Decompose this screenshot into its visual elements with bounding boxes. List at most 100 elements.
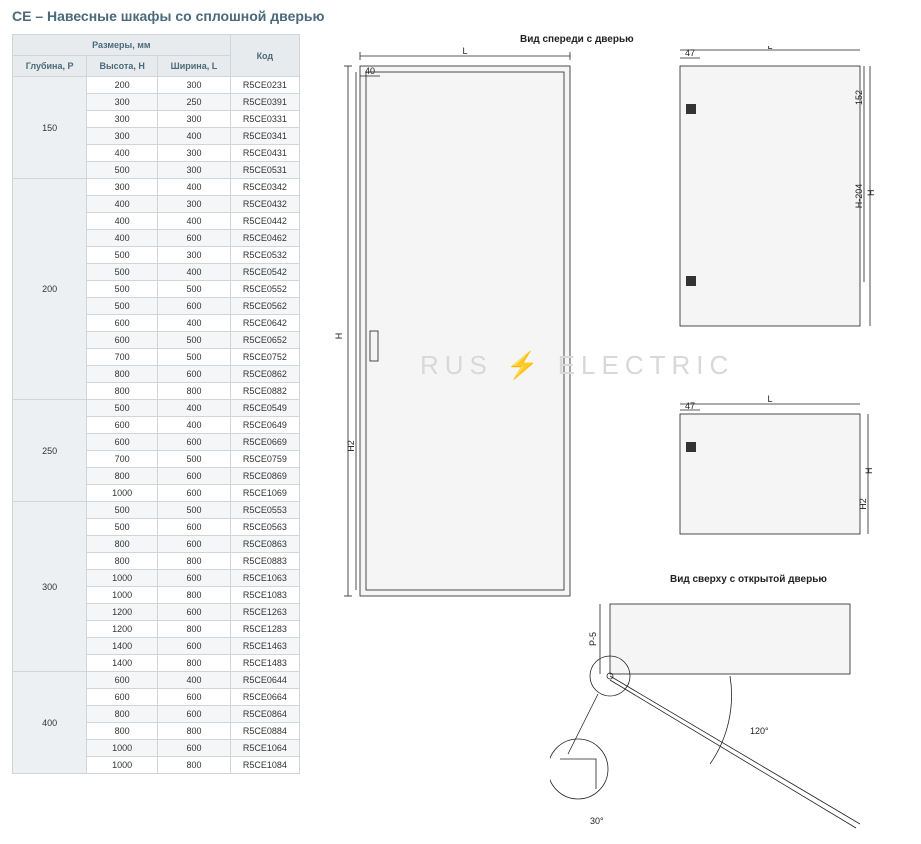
- cell-h: 500: [87, 298, 158, 315]
- cell-h: 800: [87, 536, 158, 553]
- svg-text:30°: 30°: [590, 816, 604, 826]
- cell-code: R5CE0542: [230, 264, 299, 281]
- cell-code: R5CE0442: [230, 213, 299, 230]
- table-row: 200300400R5CE0342: [13, 179, 300, 196]
- cell-code: R5CE0231: [230, 77, 299, 94]
- cell-h: 1200: [87, 604, 158, 621]
- cell-code: R5CE0642: [230, 315, 299, 332]
- svg-text:L: L: [767, 46, 772, 51]
- cell-h: 500: [87, 264, 158, 281]
- cell-l: 600: [158, 740, 231, 757]
- cell-code: R5CE0863: [230, 536, 299, 553]
- cell-h: 800: [87, 706, 158, 723]
- cell-code: R5CE0531: [230, 162, 299, 179]
- svg-text:120°: 120°: [750, 726, 769, 736]
- cell-h: 800: [87, 383, 158, 400]
- svg-text:L: L: [462, 46, 467, 56]
- cell-code: R5CE0884: [230, 723, 299, 740]
- depth-cell: 200: [13, 179, 87, 400]
- cell-l: 600: [158, 706, 231, 723]
- cell-l: 800: [158, 383, 231, 400]
- svg-text:H2: H2: [346, 440, 356, 452]
- depth-cell: 150: [13, 77, 87, 179]
- svg-text:L: L: [767, 394, 772, 404]
- cell-h: 800: [87, 366, 158, 383]
- cell-h: 1400: [87, 655, 158, 672]
- cell-l: 600: [158, 468, 231, 485]
- cell-l: 800: [158, 587, 231, 604]
- cell-h: 400: [87, 230, 158, 247]
- cell-code: R5CE1084: [230, 757, 299, 774]
- cell-l: 500: [158, 502, 231, 519]
- cell-code: R5CE0882: [230, 383, 299, 400]
- cell-l: 400: [158, 213, 231, 230]
- cell-l: 500: [158, 451, 231, 468]
- cell-l: 800: [158, 757, 231, 774]
- front-view-label: Вид спереди с дверью: [520, 34, 634, 45]
- cell-code: R5CE0462: [230, 230, 299, 247]
- cell-h: 500: [87, 281, 158, 298]
- cell-h: 600: [87, 417, 158, 434]
- cell-h: 700: [87, 451, 158, 468]
- cell-l: 500: [158, 349, 231, 366]
- depth-cell: 400: [13, 672, 87, 774]
- cell-l: 600: [158, 485, 231, 502]
- cell-l: 600: [158, 638, 231, 655]
- cell-l: 400: [158, 672, 231, 689]
- cell-code: R5CE1283: [230, 621, 299, 638]
- cell-code: R5CE0552: [230, 281, 299, 298]
- cell-h: 800: [87, 553, 158, 570]
- table-row: 400600400R5CE0644: [13, 672, 300, 689]
- page-title: CE – Навесные шкафы со сплошной дверью: [0, 0, 921, 34]
- table-row: 300500500R5CE0553: [13, 502, 300, 519]
- cell-code: R5CE0649: [230, 417, 299, 434]
- th-height: Высота, H: [87, 56, 158, 77]
- cell-l: 600: [158, 519, 231, 536]
- top-view-label: Вид сверху с открытой дверью: [670, 574, 827, 585]
- cell-h: 1000: [87, 757, 158, 774]
- cell-h: 300: [87, 179, 158, 196]
- cell-code: R5CE0549: [230, 400, 299, 417]
- cell-h: 1000: [87, 570, 158, 587]
- cell-code: R5CE1483: [230, 655, 299, 672]
- cell-code: R5CE1463: [230, 638, 299, 655]
- front-left-schematic: L 40 H H2: [320, 46, 600, 616]
- cell-l: 800: [158, 655, 231, 672]
- side-schematic: L 47 H H2: [640, 394, 880, 554]
- cell-l: 600: [158, 366, 231, 383]
- cell-h: 600: [87, 434, 158, 451]
- cell-code: R5CE1064: [230, 740, 299, 757]
- cell-l: 300: [158, 196, 231, 213]
- cell-code: R5CE1083: [230, 587, 299, 604]
- th-group: Размеры, мм: [13, 35, 231, 56]
- cell-h: 1000: [87, 587, 158, 604]
- svg-text:H-204: H-204: [854, 184, 864, 209]
- cell-l: 600: [158, 434, 231, 451]
- cell-h: 300: [87, 128, 158, 145]
- cell-code: R5CE0869: [230, 468, 299, 485]
- cell-h: 1200: [87, 621, 158, 638]
- cell-code: R5CE1069: [230, 485, 299, 502]
- svg-text:152: 152: [854, 90, 864, 105]
- svg-text:H: H: [334, 333, 344, 340]
- cell-h: 200: [87, 77, 158, 94]
- svg-text:H: H: [866, 190, 876, 197]
- cell-h: 500: [87, 247, 158, 264]
- cell-code: R5CE0664: [230, 689, 299, 706]
- cell-h: 800: [87, 468, 158, 485]
- cell-code: R5CE0432: [230, 196, 299, 213]
- cell-l: 300: [158, 145, 231, 162]
- cell-code: R5CE0752: [230, 349, 299, 366]
- cell-code: R5CE0864: [230, 706, 299, 723]
- cell-l: 800: [158, 553, 231, 570]
- cell-code: R5CE0331: [230, 111, 299, 128]
- th-width: Ширина, L: [158, 56, 231, 77]
- cell-code: R5CE1063: [230, 570, 299, 587]
- cell-l: 800: [158, 723, 231, 740]
- cell-l: 500: [158, 332, 231, 349]
- th-code: Код: [230, 35, 299, 77]
- cell-h: 1400: [87, 638, 158, 655]
- cell-code: R5CE0563: [230, 519, 299, 536]
- cell-l: 400: [158, 264, 231, 281]
- cell-h: 400: [87, 213, 158, 230]
